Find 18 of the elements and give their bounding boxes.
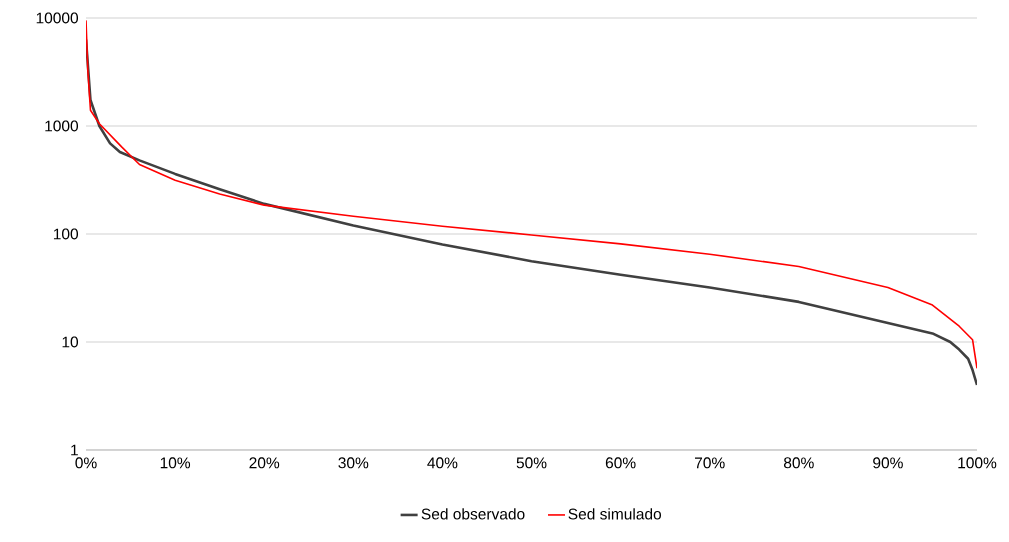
legend-label: Sed simulado	[568, 508, 662, 520]
y-tick-label: 1000	[45, 120, 79, 132]
y-tick-label: 100	[53, 228, 79, 240]
x-tick-label: 80%	[783, 457, 814, 469]
y-tick-label: 10	[62, 336, 79, 348]
x-tick-label: 50%	[516, 457, 547, 469]
x-tick-label: 20%	[249, 457, 280, 469]
y-tick-label: 1	[71, 444, 78, 456]
x-tick-label: 100%	[958, 457, 997, 469]
x-tick-label: 10%	[160, 457, 191, 469]
x-tick-label: 40%	[427, 457, 458, 469]
x-tick-label: 60%	[605, 457, 636, 469]
x-tick-label: 90%	[873, 457, 903, 469]
legend-label: Sed observado	[421, 508, 525, 520]
x-tick-label: 70%	[695, 457, 725, 469]
x-tick-label: 30%	[338, 457, 369, 469]
x-tick-label: 0%	[75, 457, 97, 469]
y-tick-label: 10000	[36, 12, 79, 24]
